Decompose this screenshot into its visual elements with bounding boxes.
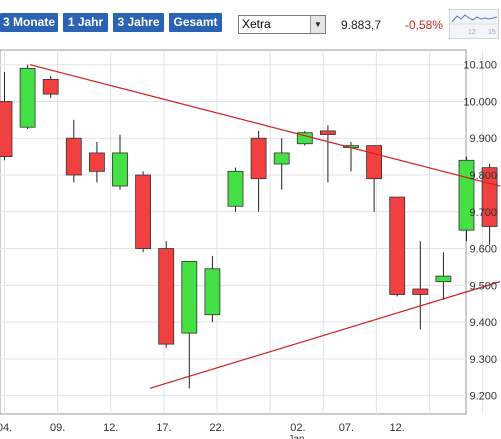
candle <box>112 134 128 190</box>
candle-body-down <box>0 101 13 158</box>
candle <box>42 75 59 98</box>
candle <box>19 64 36 130</box>
candle-body-up <box>435 275 452 283</box>
candle <box>181 261 198 389</box>
x-month-label: Jan. <box>288 434 307 439</box>
last-price: 9.883,7 <box>341 18 382 32</box>
y-tick-label: 9.600 <box>469 244 497 256</box>
candle <box>250 130 267 212</box>
candle <box>412 241 429 330</box>
period-all-button[interactable]: Gesamt <box>169 13 222 32</box>
candle-body-up <box>19 67 36 128</box>
sparkline-label: 15 <box>488 29 496 36</box>
sparkline-label: 12 <box>468 29 476 36</box>
exchange-select-value: Xetra <box>242 17 271 31</box>
sparkline-thumbnail[interactable]: 12 15 <box>449 9 499 39</box>
candle <box>0 72 13 161</box>
y-tick-label: 9.400 <box>469 317 497 329</box>
candle <box>435 252 452 301</box>
y-tick-label: 9.700 <box>469 207 497 219</box>
y-tick-label: 9.500 <box>469 280 497 292</box>
y-tick-label: 9.300 <box>469 354 497 366</box>
trendline <box>149 281 501 389</box>
candle-body-down <box>89 152 105 172</box>
candlestick-chart: 9.200 9.300 9.400 9.500 9.600 9.700 9.800 9.900… <box>0 49 501 439</box>
x-tick-label: 09. <box>50 422 65 434</box>
y-tick-label: 9.800 <box>469 170 497 182</box>
candle <box>204 255 221 323</box>
x-tick-label: 22. <box>209 422 224 434</box>
candle <box>366 145 383 212</box>
candle-body-up <box>296 132 313 145</box>
candle-body-down <box>158 248 175 345</box>
candle <box>227 167 244 212</box>
x-tick-label: 04. <box>0 422 12 434</box>
x-tick-label: 07. <box>339 422 354 434</box>
candle-body-up <box>204 268 221 316</box>
period-3-months-button[interactable]: 3 Monate <box>0 13 58 32</box>
trendlines <box>29 64 501 389</box>
x-tick-label: 17. <box>156 422 171 434</box>
candle-body-up <box>112 152 128 187</box>
y-tick-label: 9.200 <box>469 391 497 403</box>
candle-body-up <box>273 152 290 165</box>
candle-body-up <box>181 261 198 334</box>
candle-body-down <box>319 130 336 135</box>
candle <box>389 196 406 297</box>
chevron-down-icon[interactable]: ▼ <box>310 16 325 33</box>
candle-body-down <box>65 137 82 176</box>
sparkline-icon <box>450 14 498 25</box>
y-tick-label: 9.900 <box>469 133 497 145</box>
candle-body-down <box>135 174 152 249</box>
candle-body-down <box>42 79 59 95</box>
candle <box>158 241 175 348</box>
period-3-years-button[interactable]: 3 Jahre <box>113 13 164 32</box>
y-tick-label: 10.100 <box>463 60 497 72</box>
candle <box>319 125 336 183</box>
candle-body-up <box>227 170 244 207</box>
chart-toolbar: 3 Monate 1 Jahr 3 Jahre Gesamt Xetra ▼ 9… <box>0 0 501 48</box>
price-change: -0,58% <box>405 18 444 32</box>
candle <box>273 138 290 190</box>
x-tick-label: 12. <box>103 422 118 434</box>
candle <box>89 141 105 183</box>
axis-labels: 9.200 9.300 9.400 9.500 9.600 9.700 9.800 9.900… <box>0 60 497 439</box>
candle <box>135 171 152 253</box>
candle-body-down <box>412 288 429 295</box>
candle-body-down <box>250 137 267 180</box>
candle <box>65 119 82 183</box>
period-1-year-button[interactable]: 1 Jahr <box>63 13 108 32</box>
x-tick-label: 12. <box>390 422 405 434</box>
candle-body-down <box>366 145 383 180</box>
trendline <box>29 64 501 187</box>
x-tick-label: 02. <box>290 422 305 434</box>
exchange-select[interactable]: Xetra ▼ <box>238 15 326 34</box>
y-tick-label: 10.000 <box>463 96 497 108</box>
candle-body-down <box>389 196 406 295</box>
candle <box>296 130 313 146</box>
